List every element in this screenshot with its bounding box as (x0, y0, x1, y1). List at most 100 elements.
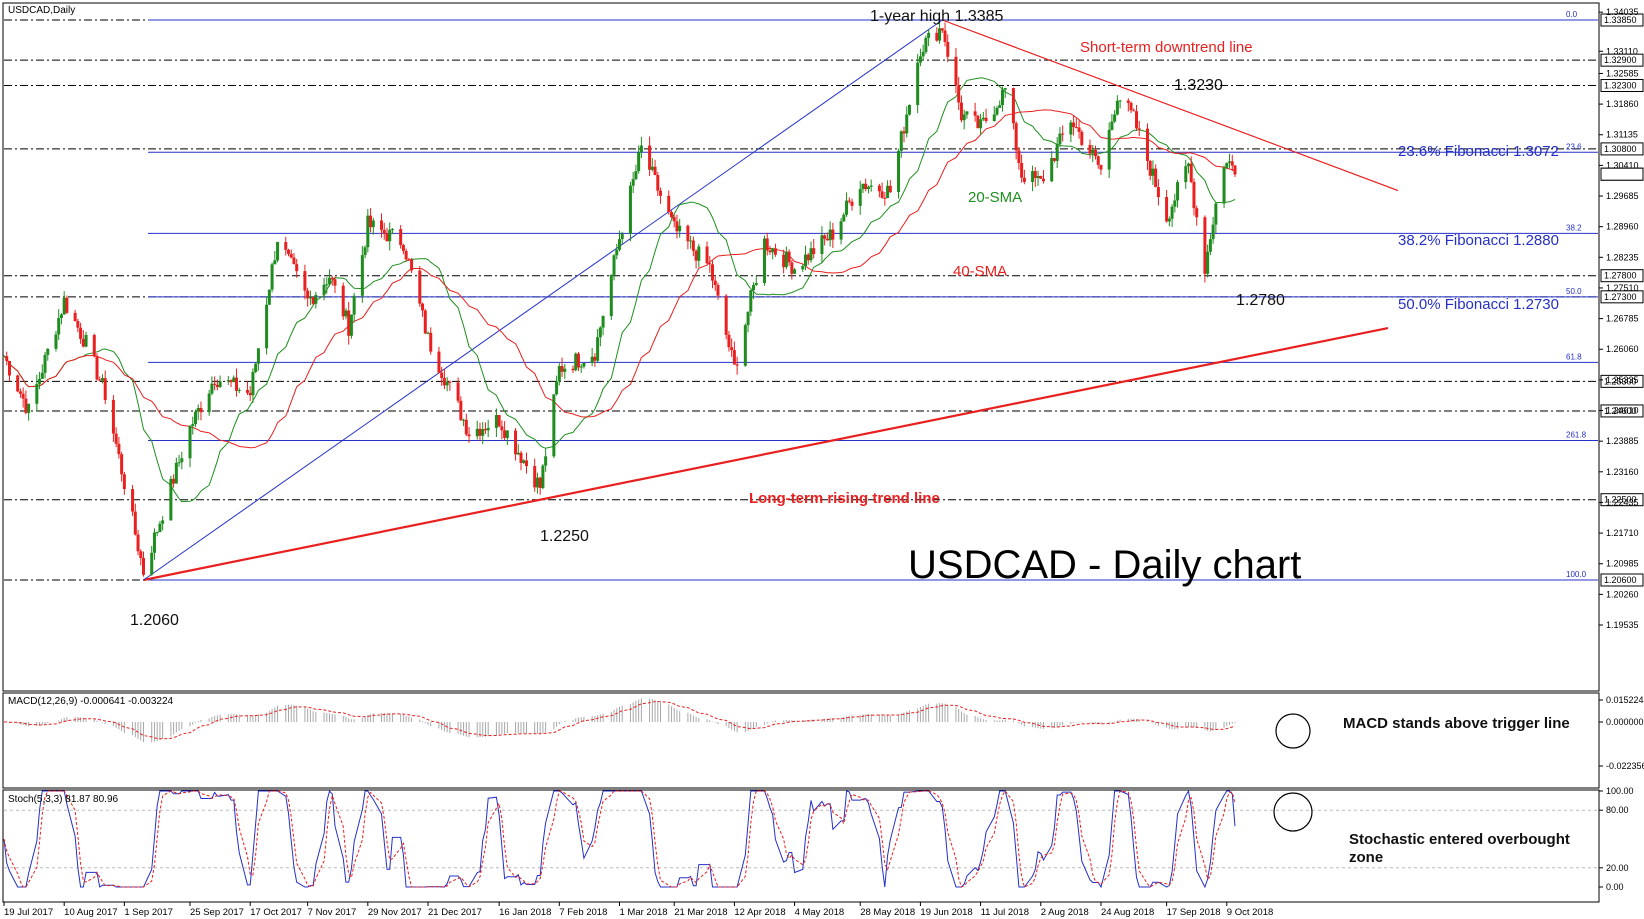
candle-body (333, 279, 337, 286)
candle-body (555, 381, 559, 395)
candle-body (456, 382, 460, 401)
candle-body (940, 28, 944, 31)
candle-body (902, 131, 906, 134)
candle-body (73, 312, 77, 322)
candle-body (927, 32, 931, 38)
candle-body (46, 348, 50, 355)
candle-body (1165, 197, 1169, 222)
candle-body (407, 259, 411, 261)
candle-body (210, 383, 214, 394)
candle-body (308, 296, 312, 299)
candle-body (1042, 178, 1046, 182)
candle-body (180, 458, 184, 463)
candle-body (1069, 122, 1073, 135)
candle-body (1170, 206, 1174, 219)
candle-body (218, 381, 222, 388)
macd-axis-label: -0.022356 (1606, 761, 1644, 771)
candle-body (177, 462, 181, 464)
candle-body (522, 460, 526, 463)
candle-body (538, 477, 542, 488)
candle-body (866, 186, 870, 189)
candle-body (850, 201, 854, 206)
candle-body (295, 264, 299, 272)
fib-level-label: 0.0 (1566, 10, 1578, 19)
candle-body (366, 215, 370, 248)
candle-body (858, 189, 862, 206)
candle-body (481, 429, 485, 436)
candle-body (864, 183, 868, 189)
candle-body (213, 383, 217, 385)
candle-body (1014, 123, 1018, 151)
candle-body (437, 351, 441, 373)
candle-body (330, 277, 334, 280)
candle-body (1036, 175, 1040, 179)
candle-body (533, 466, 537, 488)
fib-retracement-line (143, 19, 943, 581)
candle-body (686, 225, 690, 242)
candle-body (314, 294, 318, 304)
price-box (1600, 13, 1644, 27)
candle-body (1031, 171, 1035, 182)
candle-body (1230, 161, 1234, 166)
date-tick-label: 29 Nov 2017 (368, 907, 422, 918)
candle-body (133, 511, 137, 535)
candle-body (248, 392, 252, 396)
candle-body (582, 362, 586, 367)
candle-body (998, 105, 1002, 108)
candle-body (601, 316, 605, 328)
price-box-label: 1.32900 (1604, 55, 1637, 65)
price-box (1600, 53, 1644, 67)
candle-body (861, 183, 865, 190)
candle-body (1203, 217, 1207, 274)
candle-body (631, 179, 635, 186)
candle-body (957, 85, 961, 103)
candle-body (385, 233, 389, 242)
candle-body (880, 191, 884, 198)
candle-body (842, 214, 846, 222)
candle-body (1129, 102, 1133, 111)
candle-body (845, 200, 849, 215)
candle-body (193, 411, 197, 425)
candle-body (535, 477, 539, 488)
candle-body (1195, 208, 1199, 218)
candle-body (380, 220, 384, 230)
candle-body (1088, 144, 1092, 154)
candle-body (557, 366, 561, 382)
candle-body (54, 334, 58, 349)
candle-body (442, 378, 446, 386)
stoch-label: Stoch(5,3,3) 81.87 80.96 (8, 794, 119, 805)
candle-body (360, 255, 364, 296)
candle-body (161, 520, 165, 524)
price-box (1600, 290, 1644, 304)
candle-body (801, 266, 805, 270)
candle-body (705, 246, 709, 264)
candle-body (831, 229, 835, 240)
candle-body (100, 378, 104, 381)
candle-body (691, 240, 695, 251)
candle-body (347, 310, 351, 336)
price-tick-label: 1.23160 (1606, 467, 1639, 477)
candle-body (1154, 168, 1158, 188)
price-tick-label: 1.24610 (1606, 406, 1639, 416)
candle-body (869, 185, 873, 187)
candle-body (1003, 88, 1007, 90)
candle-body (494, 415, 498, 428)
candle-body (303, 271, 307, 291)
candle-body (401, 245, 405, 251)
date-tick-label: 9 Oct 2018 (1227, 907, 1273, 918)
price-box (1600, 269, 1644, 283)
macd-axis-label: 0.000000 (1606, 717, 1644, 727)
candle-body (505, 430, 509, 438)
fib-236-label: 23.6% Fibonacci 1.3072 (1398, 143, 1559, 160)
candle-body (563, 368, 567, 372)
price-tick-label: 1.23885 (1606, 436, 1639, 446)
date-tick-label: 17 Oct 2017 (250, 907, 302, 918)
candle-body (773, 248, 777, 255)
candle-body (237, 390, 241, 392)
candle-body (1184, 166, 1188, 183)
candle-body (897, 150, 901, 193)
candle-body (136, 534, 140, 552)
candle-body (226, 380, 230, 382)
candle-body (544, 456, 548, 466)
candle-body (1151, 168, 1155, 176)
